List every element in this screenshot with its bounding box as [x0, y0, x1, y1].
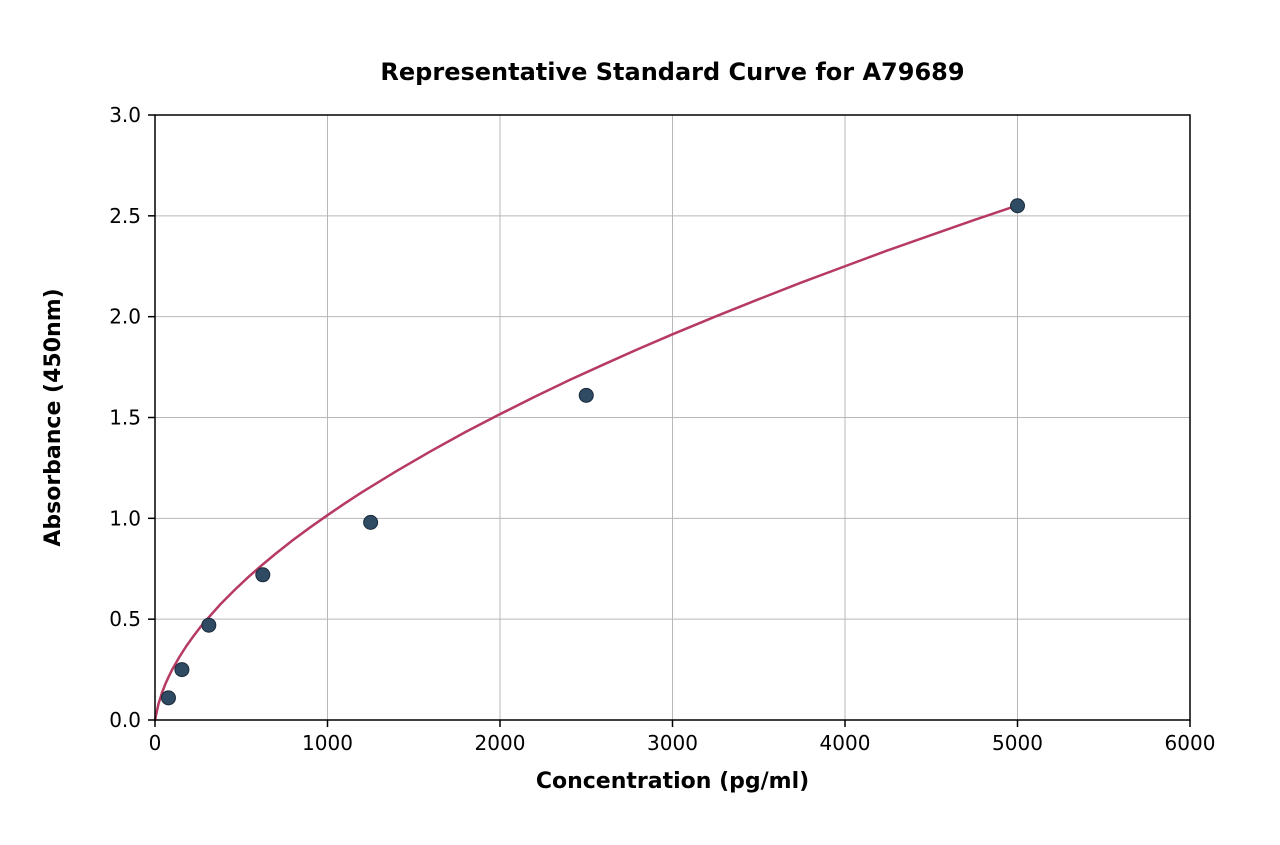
- chart-svg: 0 1000 2000 3000 4000 5000 6000 0.0 0.5 1.0 1.5 2.0…: [0, 0, 1280, 845]
- y-tick-label: 2.5: [109, 204, 141, 228]
- x-tick-label: 2000: [475, 731, 526, 755]
- data-point: [202, 618, 216, 632]
- data-point: [579, 388, 593, 402]
- x-tick-label: 1000: [302, 731, 353, 755]
- x-tick-label: 3000: [647, 731, 698, 755]
- y-tick-label: 0.5: [109, 607, 141, 631]
- chart-title: Representative Standard Curve for A79689: [380, 58, 964, 86]
- x-tick-label: 4000: [820, 731, 871, 755]
- x-tick-label: 6000: [1165, 731, 1216, 755]
- y-tick-label: 3.0: [109, 103, 141, 127]
- y-axis-label: Absorbance (450nm): [41, 288, 66, 546]
- x-tick-label: 0: [149, 731, 162, 755]
- data-point: [256, 568, 270, 582]
- data-point: [175, 663, 189, 677]
- data-point: [161, 691, 175, 705]
- y-tick-label: 2.0: [109, 305, 141, 329]
- x-axis-label: Concentration (pg/ml): [536, 769, 809, 794]
- data-point: [1011, 199, 1025, 213]
- chart-container: 0 1000 2000 3000 4000 5000 6000 0.0 0.5 1.0 1.5 2.0…: [0, 0, 1280, 845]
- y-tick-label: 1.0: [109, 506, 141, 530]
- data-point: [364, 515, 378, 529]
- y-tick-label: 1.5: [109, 406, 141, 430]
- x-tick-label: 5000: [992, 731, 1043, 755]
- y-tick-label: 0.0: [109, 708, 141, 732]
